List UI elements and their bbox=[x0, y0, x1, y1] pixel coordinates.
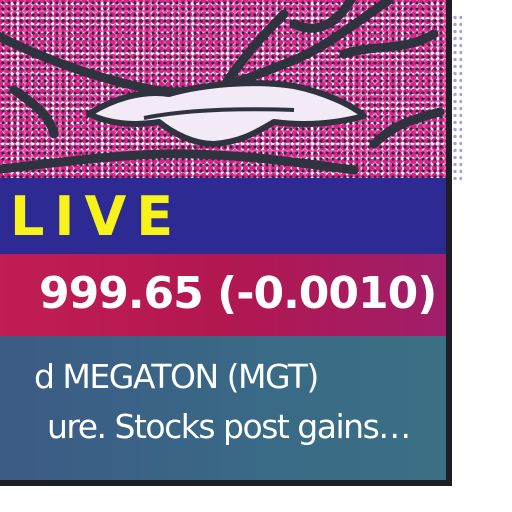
broadcast-panel: LIVE 999.65 (-0.0010) d MEGATON (MGT) ur… bbox=[0, 0, 452, 486]
halftone-edge bbox=[452, 14, 462, 184]
news-crawl-banner: d MEGATON (MGT) ure. Stocks post gains… bbox=[0, 336, 446, 480]
halftone-illustration bbox=[0, 0, 446, 178]
live-banner: LIVE bbox=[0, 178, 446, 254]
stock-ticker-banner: 999.65 (-0.0010) bbox=[0, 254, 446, 336]
live-label: LIVE bbox=[10, 185, 184, 248]
ticker-value: 999.65 (-0.0010) bbox=[39, 268, 437, 319]
news-line: ure. Stocks post gains… bbox=[47, 407, 411, 446]
news-line: d MEGATON (MGT) bbox=[34, 357, 319, 396]
illustration-lineart bbox=[0, 0, 445, 175]
